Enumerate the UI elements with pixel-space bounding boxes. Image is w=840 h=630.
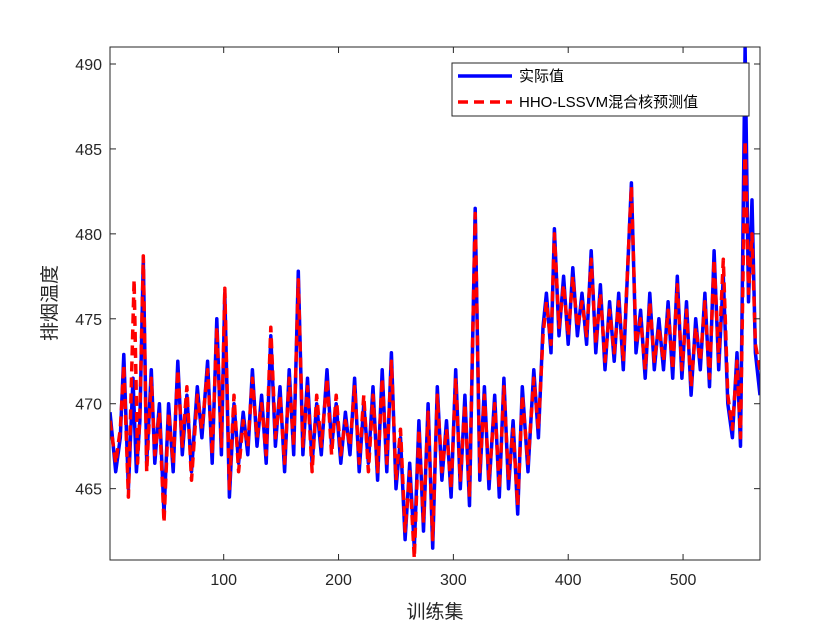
y-tick-label: 465 xyxy=(75,482,102,499)
y-tick-label: 480 xyxy=(75,227,102,244)
x-tick-label: 100 xyxy=(210,572,237,589)
y-tick-label: 485 xyxy=(75,142,102,159)
legend: 实际值 HHO-LSSVM混合核预测值 xyxy=(451,62,750,117)
ticks-layer: 100 200 300 400 500 465 470 475 480 485 490 xyxy=(75,47,760,589)
y-axis-label: 排烟温度 xyxy=(39,265,61,341)
x-tick-label: 200 xyxy=(325,572,352,589)
x-tick-label: 500 xyxy=(670,572,697,589)
y-tick-label: 490 xyxy=(75,57,102,74)
legend-box xyxy=(451,62,750,117)
x-axis-label: 训练集 xyxy=(406,601,463,623)
legend-label-predicted: HHO-LSSVM混合核预测值 xyxy=(519,94,698,111)
x-tick-label: 400 xyxy=(555,572,582,589)
y-tick-label: 475 xyxy=(75,312,102,329)
plot-frame xyxy=(109,46,761,561)
x-tick-label: 300 xyxy=(440,572,467,589)
series-line-predicted xyxy=(110,138,760,560)
legend-label-actual: 实际值 xyxy=(519,68,564,85)
series-layer xyxy=(110,47,760,560)
y-tick-label: 470 xyxy=(75,397,102,414)
